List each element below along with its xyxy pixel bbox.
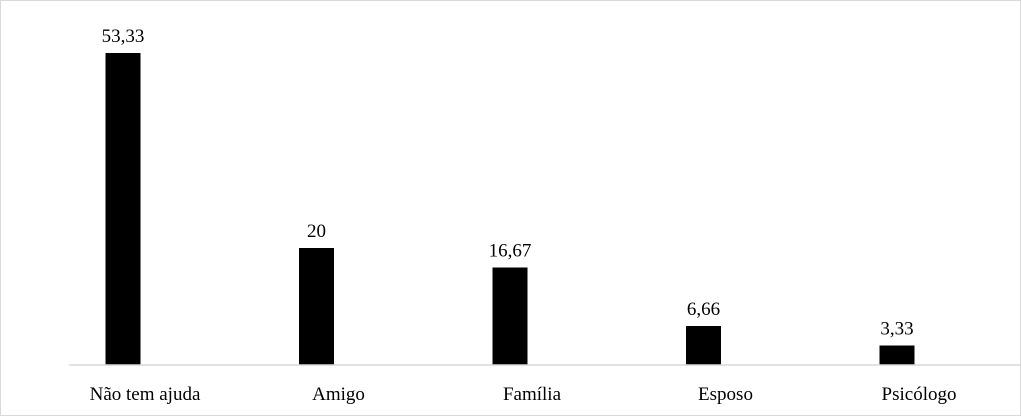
data-labels-layer: 53,33 20 16,67 6,66 3,33 <box>102 26 914 340</box>
x-tick-label-0: Não tem ajuda <box>90 384 201 405</box>
bar-2 <box>492 267 528 365</box>
x-tick-label-1: Amigo <box>312 384 365 405</box>
x-tick-labels-layer: Não tem ajuda Amigo Família Esposo Psicólogo <box>90 384 957 405</box>
bars-layer <box>105 53 915 365</box>
data-label-4: 3,33 <box>880 319 913 340</box>
data-label-2: 16,67 <box>489 241 532 262</box>
bar-4 <box>879 345 915 365</box>
data-label-0: 53,33 <box>102 26 145 47</box>
x-tick-label-4: Psicólogo <box>882 384 957 405</box>
data-label-1: 20 <box>307 221 326 242</box>
bar-0 <box>105 53 141 365</box>
data-label-3: 6,66 <box>687 299 720 320</box>
bar-1 <box>299 248 334 365</box>
x-tick-label-3: Esposo <box>698 384 753 405</box>
bar-3 <box>686 326 721 365</box>
x-tick-label-2: Família <box>503 384 562 405</box>
